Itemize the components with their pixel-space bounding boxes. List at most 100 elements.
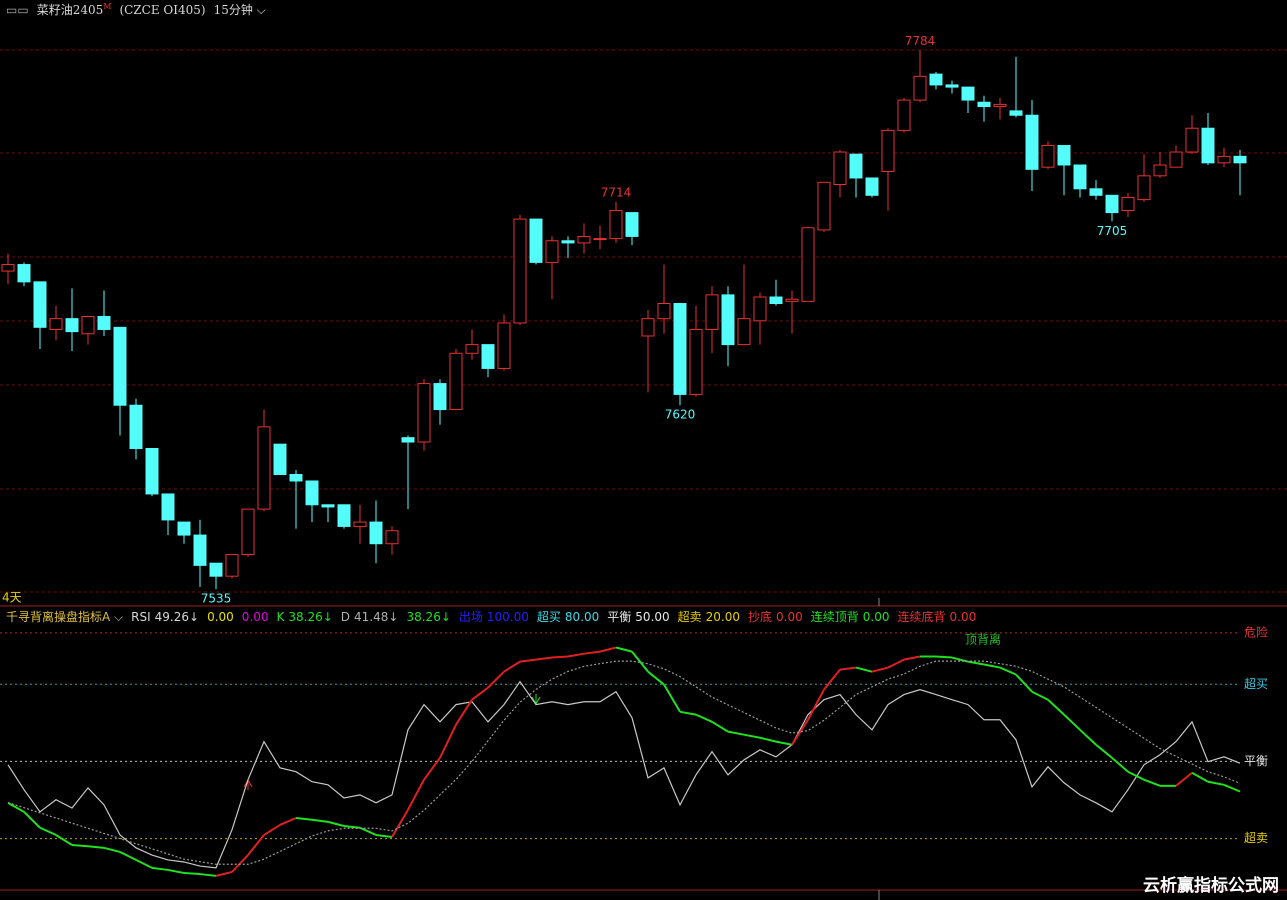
k-line-segment [791,719,809,746]
legend-value: 20.00 [705,610,741,624]
candle-body [337,504,351,527]
candle-body [1169,151,1183,168]
k-line-segment [663,684,681,713]
symbol-code: (CZCE OI405) [119,2,206,17]
candle-body [721,294,735,346]
candle-body [257,426,271,510]
candle-body [225,554,239,577]
indicator-title[interactable]: 千寻背离操盘指标A ⌵ [6,610,124,624]
legend-item: 38.26↓ [406,610,450,624]
k-line-segment [887,658,905,669]
k-line-segment [1063,713,1081,731]
candle-body [1105,194,1119,214]
candle-body [833,151,847,185]
candle-body [913,75,927,101]
legend-item: 连续顶背 0.00 [811,608,890,625]
level-label: 超买 [1244,676,1268,691]
candle-body [1089,188,1103,196]
candle-body [673,303,687,395]
k-line-segment [647,670,665,686]
legend-value: 0.00 [241,609,269,624]
legend-value: 38.26↓ [288,609,333,624]
k-line-segment [727,730,745,736]
legend-item: 出场 100.00 [459,608,529,625]
candle-body [1009,110,1023,116]
k-line-segment [1223,783,1241,793]
candle-body [401,437,415,443]
period-selector[interactable]: 15分钟 ⌵ [213,3,266,17]
candle-body [353,521,367,527]
k-line-segment [279,817,297,826]
candle-body [545,240,559,263]
legend-value: 100.00 [486,610,529,624]
candle-body [785,298,799,302]
indicator-line [7,660,1241,865]
legend-value: 0.00 [207,609,234,624]
period: 15分钟 [213,3,253,17]
k-line-segment [1207,780,1225,786]
candle-body [1233,155,1247,164]
candle-body [369,521,383,545]
legend-value: 49.26↓ [154,609,200,624]
legend-name: 出场 [458,610,483,624]
k-line-segment [775,740,793,746]
candle-body [81,315,95,335]
candle-body [321,504,335,508]
k-line-segment [935,655,953,659]
candle-body [689,328,703,395]
candle-body [33,281,47,328]
candle-body [209,562,223,577]
k-line-segment [55,834,73,846]
candle-body [753,296,767,322]
candle-body [593,238,607,241]
window-icon[interactable]: ▭▭ [6,2,29,17]
legend-name: D [340,609,351,624]
k-line-segment [247,834,265,856]
candle-body [417,383,431,443]
symbol: 菜籽油2405M [37,1,112,18]
candle-body [897,99,911,131]
k-line-segment [679,710,697,716]
k-line-segment [471,686,489,701]
legend-item: K 38.26↓ [277,610,333,624]
k-line-segment [375,833,393,839]
candle-body [65,318,79,333]
candle-body [705,294,719,330]
candle-body [1,264,15,272]
candle-body [769,296,783,305]
k-line-segment [343,824,361,829]
candle-body [1153,164,1167,177]
k-line-segment [135,859,153,869]
candle-body [465,344,479,354]
k-line-segment [87,845,105,849]
divergence-label: 顶背离 [965,632,1001,647]
candle-body [433,383,447,411]
header: ▭▭ 菜籽油2405M (CZCE OI405) 15分钟 ⌵ [6,1,266,18]
k-line-segment [487,670,505,689]
legend-item: 抄底 0.00 [748,608,803,625]
k-line-segment [263,824,281,836]
price-annotation: 7714 [601,185,632,199]
k-line-segment [551,655,569,659]
indicator-name: 千寻背离操盘指标A [6,610,111,624]
signal-arrow [531,694,541,706]
k-line-segment [871,666,889,673]
candle-body [1057,145,1071,166]
indicator-line [7,680,1241,869]
k-line-segment [1031,690,1049,701]
k-line-segment [119,851,137,861]
k-line-segment [439,724,457,759]
k-line-segment [903,655,921,661]
candle-body [529,218,543,263]
candle-body [497,322,511,369]
legend-name: K [276,609,285,624]
legend-name: 连续底背 [897,610,946,624]
k-line-segment [359,826,377,836]
legend-item: D 41.48↓ [341,610,399,624]
candle-body [865,177,879,196]
k-line-segment [199,873,217,877]
candle-body [481,344,495,369]
k-line-segment [823,669,841,691]
k-line-segment [311,818,329,823]
